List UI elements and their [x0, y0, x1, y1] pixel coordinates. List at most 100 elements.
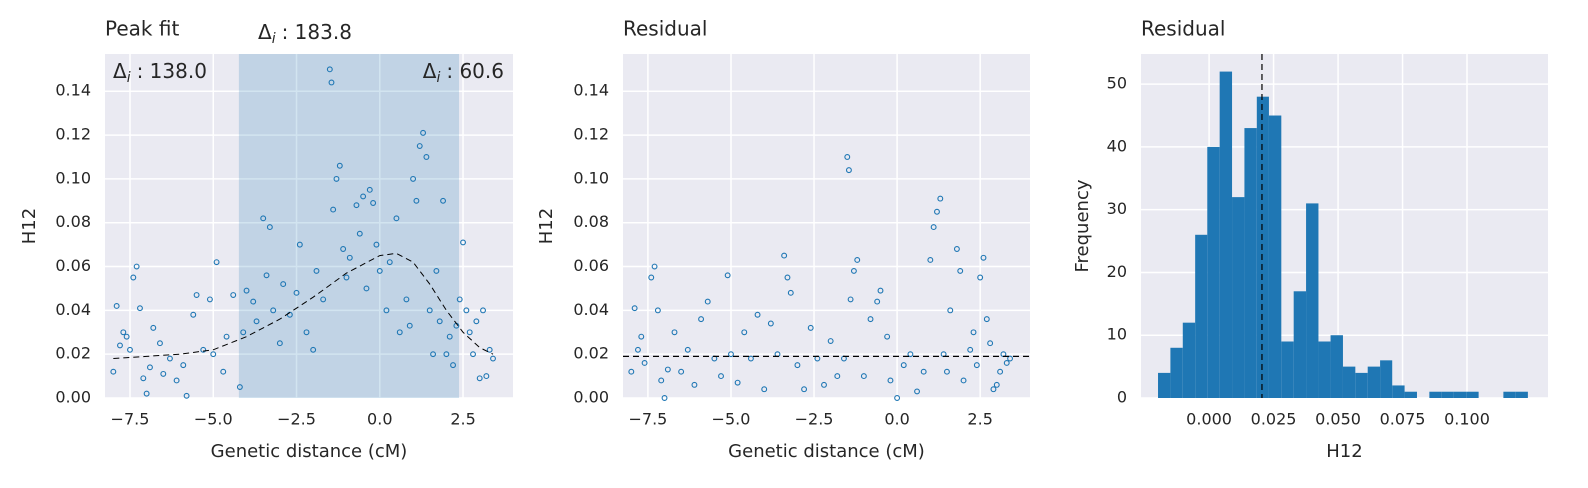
histogram-bar	[1429, 391, 1442, 398]
x-axis-label: H12	[1326, 441, 1362, 462]
y-tick-label: 10	[1107, 325, 1127, 344]
scatter-point	[854, 257, 861, 263]
scatter-point	[894, 395, 901, 401]
scatter-point	[943, 368, 950, 375]
scatter-point	[360, 193, 367, 200]
scatter-point	[416, 143, 423, 149]
y-tick-label: 0	[1117, 388, 1127, 407]
scatter-point	[914, 388, 920, 395]
histogram-bar	[1503, 391, 1516, 398]
scatter-point	[664, 366, 671, 373]
scatter-point	[927, 257, 934, 263]
scatter-point	[346, 254, 353, 261]
scatter-point	[423, 154, 430, 160]
scatter-point	[373, 241, 380, 248]
scatter-point	[724, 272, 731, 279]
scatter-point	[270, 307, 277, 314]
x-tick-label: 0.0	[884, 410, 909, 429]
scatter-point	[651, 263, 658, 270]
scatter-point	[260, 215, 267, 222]
scatter-point	[173, 377, 180, 384]
scatter-point	[466, 329, 473, 336]
x-tick-label: −7.5	[111, 410, 150, 429]
scatter-point	[353, 202, 360, 209]
y-tick-label: 0.10	[573, 168, 609, 187]
y-tick-label: 0.04	[573, 300, 609, 319]
scatter-point	[967, 346, 974, 353]
y-tick-label: 0.14	[55, 81, 91, 100]
scatter-point	[470, 351, 476, 358]
y-tick-label: 0.02	[55, 344, 91, 363]
scatter-point	[807, 324, 814, 331]
scatter-point	[396, 329, 403, 336]
scatter-point	[983, 316, 990, 323]
histogram-bar	[1170, 347, 1183, 398]
scatter-point	[276, 340, 283, 347]
plot-background	[623, 54, 1030, 398]
scatter-point	[236, 384, 243, 390]
chart-title: Residual	[623, 17, 707, 41]
scatter-point	[1003, 359, 1010, 366]
histogram-bar	[1293, 291, 1307, 398]
x-tick-label: 0.075	[1380, 410, 1426, 429]
scatter-point	[113, 303, 120, 309]
x-tick-label: 0.000	[1186, 410, 1232, 429]
y-tick-label: 30	[1107, 199, 1127, 218]
scatter-point	[741, 329, 748, 336]
scatter-point	[230, 292, 237, 298]
scatter-point	[990, 386, 997, 393]
scatter-point	[403, 296, 410, 303]
scatter-point	[787, 289, 794, 296]
scatter-point	[845, 167, 852, 174]
x-tick-label: −7.5	[628, 410, 667, 429]
y-tick-label: 50	[1107, 74, 1127, 93]
scatter-point	[781, 252, 788, 259]
scatter-point	[997, 368, 1004, 375]
y-tick-label: 0.12	[573, 125, 609, 144]
y-tick-label: 0.08	[55, 212, 91, 231]
scatter-point	[987, 340, 994, 347]
scatter-point	[190, 311, 197, 318]
scatter-point	[366, 186, 373, 193]
histogram-bar	[1441, 391, 1454, 398]
y-tick-label: 0.00	[573, 388, 609, 407]
scatter-point	[747, 355, 754, 362]
histogram-bar	[1281, 341, 1294, 398]
scatter-point	[180, 362, 187, 369]
scatter-point	[473, 318, 480, 325]
histogram-bar	[1318, 341, 1331, 398]
histogram-bar	[1404, 391, 1417, 398]
scatter-point	[1007, 355, 1014, 362]
scatter-point	[718, 373, 724, 380]
scatter-point	[907, 351, 914, 358]
scatter-point	[635, 346, 641, 353]
scatter-point	[333, 175, 340, 182]
scatter-point	[456, 296, 463, 303]
scatter-point	[426, 307, 433, 314]
scatter-point	[691, 381, 698, 388]
scatter-point	[436, 318, 443, 325]
scatter-point	[980, 254, 987, 261]
scatter-point	[884, 333, 891, 340]
x-tick-label: 0.0	[367, 410, 392, 429]
fit-curve	[113, 252, 494, 360]
scatter-point	[784, 274, 791, 281]
scatter-point	[200, 346, 207, 353]
scatter-point	[386, 259, 393, 266]
scatter-point	[433, 267, 440, 274]
scatter-point	[937, 195, 944, 202]
scatter-point	[446, 333, 453, 340]
scatter-point	[684, 346, 691, 353]
scatter-point	[486, 346, 493, 353]
scatter-point	[993, 381, 1000, 388]
scatter-point	[253, 318, 260, 325]
scatter-point	[127, 346, 133, 353]
y-tick-label: 20	[1107, 262, 1127, 281]
y-axis-label: H12	[536, 208, 557, 244]
scatter-point	[638, 333, 645, 340]
scatter-point	[947, 307, 954, 314]
scatter-point	[443, 351, 450, 358]
x-axis-label: Genetic distance (cM)	[211, 441, 408, 462]
scatter-point	[143, 390, 150, 397]
histogram-bar	[1256, 96, 1269, 399]
